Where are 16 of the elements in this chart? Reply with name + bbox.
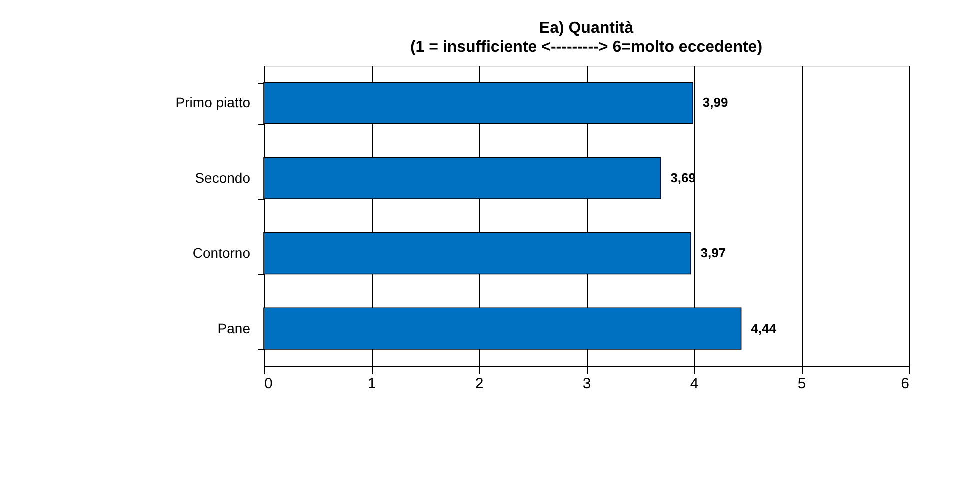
- chart-title: Ea) Quantità: [539, 20, 634, 37]
- x-tick-label: 1: [368, 376, 376, 392]
- y-tick-label: Pane: [218, 320, 251, 336]
- x-tick-label: 4: [690, 376, 699, 392]
- x-tick-label: 2: [475, 376, 484, 392]
- data-label: 3,99: [702, 95, 728, 110]
- data-label: 4,44: [751, 320, 778, 336]
- y-tick-label: Contorno: [192, 245, 251, 262]
- y-tick-label: Primo piatto: [176, 94, 251, 111]
- x-tick-label: 5: [798, 376, 806, 392]
- chart-subtitle: (1 = insufficiente <---------> 6=molto eccedente): [410, 39, 763, 56]
- x-tick-label: 6: [901, 376, 910, 392]
- x-tick-label: 3: [582, 376, 592, 392]
- data-label: 3,97: [700, 246, 726, 261]
- y-tick-label: Secondo: [195, 170, 251, 186]
- x-tick-label: 0: [264, 376, 273, 392]
